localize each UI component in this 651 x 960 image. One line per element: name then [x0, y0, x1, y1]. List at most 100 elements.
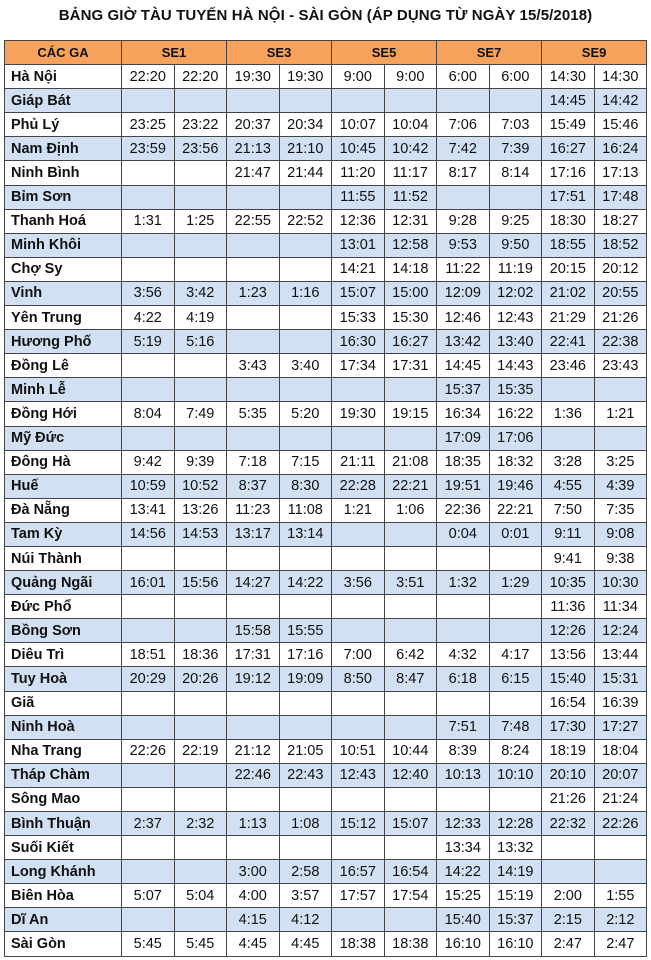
time-cell: 3:56	[331, 570, 385, 596]
time-cell: 19:15	[383, 401, 438, 427]
time-cell	[173, 835, 228, 861]
time-cell: 21:26	[541, 786, 595, 813]
time-cell	[173, 353, 228, 379]
time-cell	[173, 184, 228, 210]
time-cell: 22:38	[593, 329, 648, 355]
time-cell: 11:20	[331, 160, 385, 186]
time-cell: 3:00	[226, 859, 280, 885]
time-cell	[331, 690, 385, 716]
time-cell: 6:15	[488, 666, 543, 692]
time-cell	[383, 594, 438, 620]
time-cell: 11:23	[226, 497, 280, 523]
table-row: Bồng Sơn 15:58 15:55 12:26 12:24	[4, 618, 648, 644]
time-cell: 1:16	[278, 280, 333, 307]
time-cell: 5:19	[121, 329, 175, 355]
time-cell: 22:21	[488, 497, 543, 523]
header-train: SE7	[436, 39, 543, 66]
time-cell: 16:27	[383, 329, 438, 355]
time-cell: 3:43	[226, 353, 280, 379]
time-cell: 4:17	[488, 642, 543, 668]
time-cell: 5:04	[173, 883, 228, 909]
time-cell	[173, 714, 228, 740]
time-cell: 15:58	[226, 618, 280, 644]
time-cell	[278, 594, 333, 620]
time-cell	[226, 88, 280, 114]
time-cell: 16:24	[593, 136, 648, 162]
time-cell: 17:31	[226, 642, 280, 668]
time-cell	[541, 835, 595, 861]
timetable-body: Hà Nội 22:20 22:20 19:30 19:30 9:00 9:00 6:00 6:…	[4, 64, 648, 957]
time-cell: 12:36	[331, 208, 385, 234]
time-cell	[173, 594, 228, 620]
header-train: SE1	[120, 39, 228, 66]
time-cell: 21:08	[383, 449, 438, 475]
time-cell: 14:22	[436, 859, 490, 885]
time-cell: 15:07	[331, 280, 385, 307]
time-cell: 22:21	[383, 473, 438, 499]
time-cell: 7:42	[436, 136, 490, 162]
station-name: Phủ Lý	[4, 112, 122, 138]
table-row: Dĩ An 4:15 4:12 15:40 15:37 2:15 2:12	[4, 907, 648, 933]
time-cell: 8:17	[436, 160, 490, 186]
station-name: Đông Hà	[4, 449, 122, 475]
time-cell: 16:57	[331, 859, 385, 885]
time-cell: 21:11	[331, 449, 385, 475]
time-cell	[121, 425, 175, 451]
table-row: Quảng Ngãi 16:01 15:56 14:27 14:22 3:56 3:51 1:…	[4, 570, 648, 596]
time-cell: 15:12	[331, 810, 385, 837]
station-name: Long Khánh	[4, 859, 122, 885]
table-row: Đông Hà 9:42 9:39 7:18 7:15 21:11 21:08 18:35 18…	[4, 449, 648, 475]
time-cell: 22:52	[278, 208, 333, 234]
time-cell: 17:34	[331, 353, 385, 379]
time-cell: 12:09	[436, 280, 490, 307]
time-cell: 15:49	[541, 112, 595, 138]
time-cell: 15:35	[488, 377, 543, 403]
time-cell: 17:30	[541, 714, 595, 740]
time-cell	[488, 545, 543, 572]
time-cell: 17:31	[383, 353, 438, 379]
table-row: Hà Nội 22:20 22:20 19:30 19:30 9:00 9:00 6:00 6:…	[4, 64, 648, 90]
station-name: Bồng Sơn	[4, 618, 122, 644]
time-cell: 14:30	[593, 64, 648, 90]
time-cell: 8:30	[278, 473, 333, 499]
time-cell	[593, 859, 648, 885]
time-cell: 3:42	[173, 280, 228, 307]
time-cell	[121, 88, 175, 114]
time-cell	[383, 907, 438, 933]
time-cell: 18:27	[593, 208, 648, 234]
time-cell: 12:33	[436, 810, 490, 837]
time-cell	[278, 329, 333, 355]
table-row: Đồng Hới 8:04 7:49 5:35 5:20 19:30 19:15 16:34 1…	[4, 401, 648, 427]
time-cell: 7:06	[436, 112, 490, 138]
time-cell: 13:01	[331, 232, 385, 258]
time-cell: 19:09	[278, 666, 333, 692]
time-cell	[436, 184, 490, 210]
time-cell	[121, 907, 175, 933]
time-cell: 7:49	[173, 401, 228, 427]
time-cell	[173, 907, 228, 933]
time-cell: 12:02	[488, 280, 543, 307]
time-cell: 2:00	[541, 883, 595, 909]
time-cell: 21:05	[278, 738, 333, 764]
time-cell: 4:12	[278, 907, 333, 933]
time-cell: 3:25	[593, 449, 648, 475]
time-cell	[226, 714, 280, 740]
time-cell: 5:20	[278, 401, 333, 427]
time-cell	[541, 377, 595, 403]
time-cell	[488, 88, 543, 114]
time-cell	[593, 377, 648, 403]
time-cell: 14:53	[173, 521, 228, 547]
time-cell	[173, 762, 228, 788]
time-cell: 20:34	[278, 112, 333, 138]
station-name: Bỉm Sơn	[4, 184, 122, 210]
time-cell: 23:56	[173, 136, 228, 162]
time-cell: 20:26	[173, 666, 228, 692]
station-name: Minh Khôi	[4, 232, 122, 258]
table-row: Đồng Lê 3:43 3:40 17:34 17:31 14:45 14:43 23:46…	[4, 353, 648, 379]
time-cell: 4:22	[121, 305, 175, 331]
time-cell: 8:14	[488, 160, 543, 186]
time-cell	[331, 521, 385, 547]
time-cell	[383, 714, 438, 740]
time-cell	[383, 521, 438, 547]
time-cell: 15:31	[593, 666, 648, 692]
